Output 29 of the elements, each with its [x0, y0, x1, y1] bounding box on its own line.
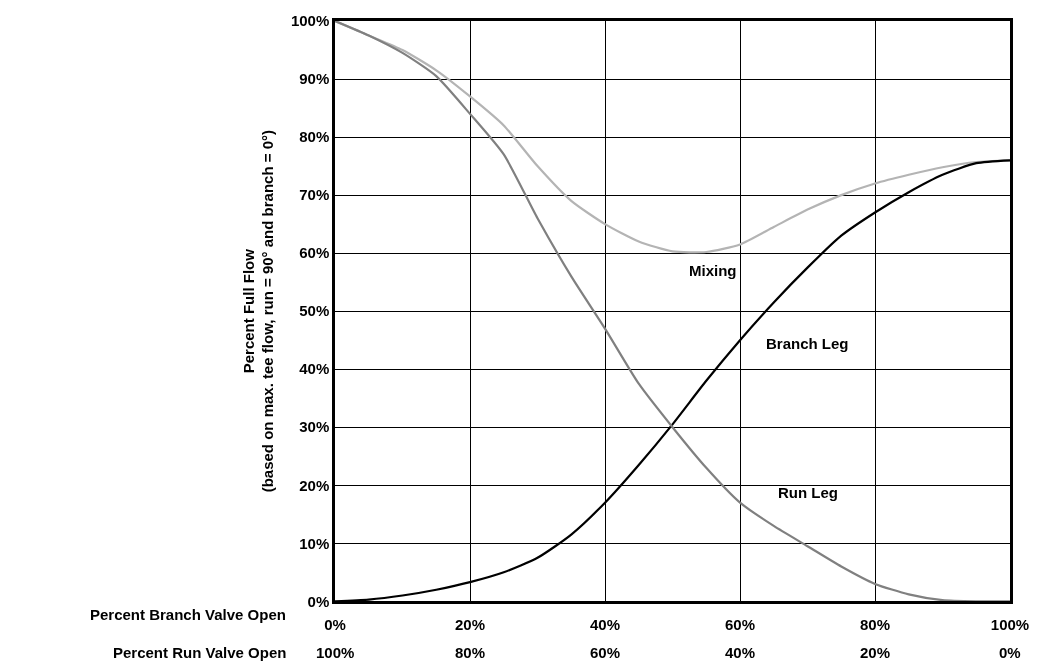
y-tick-label: 90%: [299, 70, 330, 88]
x-tick-label: 80%: [859, 616, 891, 634]
y-tick-label: 80%: [299, 128, 330, 146]
x2-axis-title: Percent Run Valve Open: [113, 644, 287, 661]
annotation: Branch Leg: [766, 335, 849, 352]
y-tick-label: 30%: [299, 418, 330, 436]
x-axis-title: Percent Branch Valve Open: [90, 606, 286, 623]
y-tick-label: 70%: [299, 186, 330, 204]
y-tick-label: 10%: [299, 534, 330, 552]
y-tick-label: 20%: [299, 476, 330, 494]
y-axis-title: Percent Full Flow (based on max. tee flow, run = 90° and branch = 0°): [239, 129, 277, 493]
y-tick-label: 40%: [299, 360, 330, 378]
x-tick-label: 0%: [324, 616, 346, 634]
x2-tick-label: 60%: [590, 644, 621, 661]
x2-tick-label: 80%: [455, 644, 486, 661]
x-tick-label: 20%: [454, 616, 486, 634]
x2-tick-label: 20%: [860, 644, 891, 661]
x-tick-label: 60%: [724, 616, 756, 634]
x-tick-label: 100%: [990, 616, 1030, 634]
y-tick-label: 0%: [307, 592, 330, 610]
x2-tick-label: 0%: [999, 644, 1021, 661]
x2-tick-label: 100%: [316, 644, 355, 661]
annotation: Mixing: [689, 262, 737, 279]
x2-tick-label: 40%: [725, 644, 756, 661]
y-tick-label: 100%: [290, 12, 330, 30]
annotation: Run Leg: [778, 484, 838, 501]
y-tick-label: 50%: [299, 302, 330, 320]
y-tick-label: 60%: [299, 244, 330, 262]
x-tick-label: 40%: [589, 616, 621, 634]
